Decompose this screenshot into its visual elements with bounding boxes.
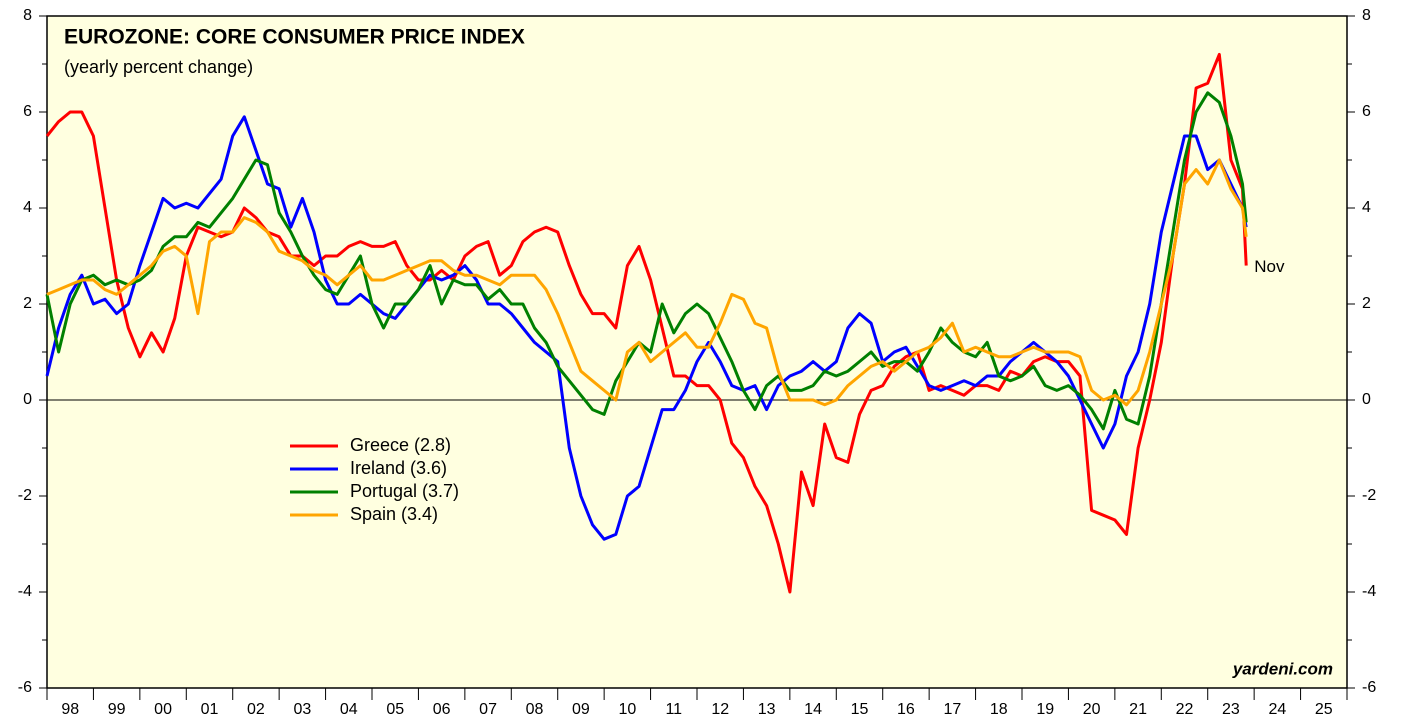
x-tick-label: 04 — [340, 701, 358, 718]
x-tick-label: 24 — [1268, 701, 1286, 718]
x-tick-label: 17 — [943, 701, 961, 718]
x-tick-label: 99 — [108, 701, 126, 718]
x-tick-label: 01 — [201, 701, 219, 718]
x-tick-label: 11 — [665, 701, 682, 718]
x-tick-label: 19 — [1036, 701, 1054, 718]
y-tick-label: -6 — [18, 679, 32, 696]
y2-tick-label: 6 — [1362, 103, 1371, 120]
x-tick-label: 22 — [1176, 701, 1194, 718]
x-tick-label: 02 — [247, 701, 265, 718]
y-tick-label: 2 — [23, 295, 32, 312]
y-tick-label: 4 — [23, 199, 32, 216]
x-tick-label: 13 — [758, 701, 776, 718]
x-tick-label: 25 — [1315, 701, 1333, 718]
x-tick-label: 20 — [1083, 701, 1101, 718]
x-tick-label: 09 — [572, 701, 590, 718]
series-line — [45, 115, 1248, 541]
y2-tick-label: -6 — [1362, 679, 1376, 696]
x-tick-label: 14 — [804, 701, 822, 718]
y2-tick-label: 2 — [1362, 295, 1371, 312]
plot-area — [46, 15, 1348, 689]
legend-label: Spain (3.4) — [350, 504, 438, 524]
series-line — [46, 158, 1248, 407]
source: yardeni.com — [1232, 659, 1333, 678]
y2-tick-label: -2 — [1362, 487, 1376, 504]
x-tick-label: 15 — [851, 701, 869, 718]
x-tick-label: 23 — [1222, 701, 1240, 718]
y-tick-label: -2 — [18, 487, 32, 504]
series-line — [45, 91, 1248, 431]
y-tick-label: 8 — [23, 7, 32, 24]
x-tick-label: 06 — [433, 701, 451, 718]
x-tick-label: 21 — [1129, 701, 1147, 718]
annotation: Nov — [1254, 257, 1285, 276]
x-tick-label: 00 — [154, 701, 172, 718]
y-tick-label: -4 — [18, 583, 32, 600]
legend-label: Greece (2.8) — [350, 435, 451, 455]
x-tick-label: 16 — [897, 701, 915, 718]
chart-subtitle: (yearly percent change) — [64, 57, 253, 77]
y2-tick-label: 8 — [1362, 7, 1371, 24]
x-tick-label: 08 — [526, 701, 544, 718]
x-tick-label: 10 — [618, 701, 636, 718]
x-tick-label: 18 — [990, 701, 1008, 718]
legend-label: Ireland (3.6) — [350, 458, 447, 478]
y-tick-label: 0 — [23, 391, 32, 408]
y2-tick-label: -4 — [1362, 583, 1376, 600]
y2-tick-label: 0 — [1362, 391, 1371, 408]
x-tick-label: 98 — [61, 701, 79, 718]
x-tick-label: 07 — [479, 701, 497, 718]
x-tick-label: 03 — [293, 701, 311, 718]
x-tick-label: 05 — [386, 701, 404, 718]
x-tick-label: 12 — [711, 701, 729, 718]
legend-label: Portugal (3.7) — [350, 481, 459, 501]
y2-tick-label: 4 — [1362, 199, 1371, 216]
y-tick-label: 6 — [23, 103, 32, 120]
chart-title: EUROZONE: CORE CONSUMER PRICE INDEX — [64, 26, 525, 49]
